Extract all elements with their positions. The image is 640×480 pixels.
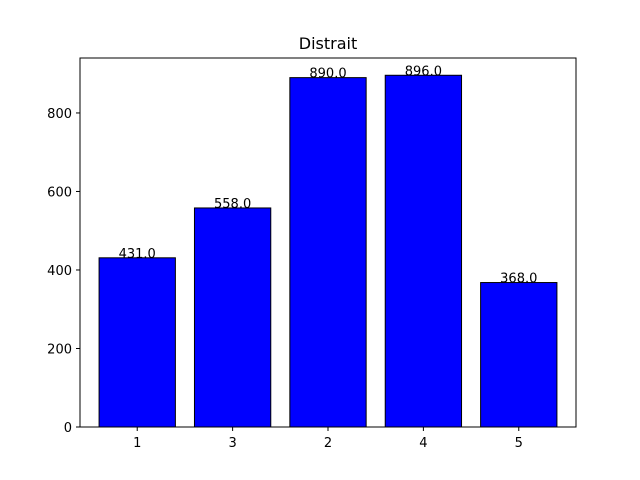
chart-title: Distrait bbox=[299, 34, 357, 53]
bar-value-label: 896.0 bbox=[405, 64, 442, 79]
y-tick-label: 600 bbox=[47, 185, 72, 200]
bar bbox=[480, 282, 558, 428]
bars-layer bbox=[98, 74, 558, 428]
x-tick-label: 5 bbox=[515, 436, 523, 451]
bar-value-label: 431.0 bbox=[119, 247, 156, 262]
axes-layer: 1 3 2 4 5 0 200 400 600 800 bbox=[47, 57, 577, 451]
x-tick-label: 2 bbox=[324, 436, 332, 451]
y-tick-label: 200 bbox=[47, 342, 72, 357]
y-tick-label: 800 bbox=[47, 107, 72, 122]
bar-value-label: 890.0 bbox=[309, 67, 346, 82]
bar bbox=[98, 257, 176, 428]
x-tick-label: 4 bbox=[419, 436, 427, 451]
y-tick-label: 0 bbox=[64, 421, 72, 436]
x-tick-label: 3 bbox=[228, 436, 236, 451]
bar-value-label: 558.0 bbox=[214, 197, 251, 212]
data-labels-layer: 431.0 558.0 890.0 896.0 368.0 bbox=[119, 64, 538, 286]
bar bbox=[384, 74, 463, 428]
bar-value-label: 368.0 bbox=[500, 272, 537, 287]
y-tick-label: 400 bbox=[47, 264, 72, 279]
bar bbox=[193, 207, 272, 428]
bar bbox=[289, 77, 367, 428]
x-tick-label: 1 bbox=[133, 436, 141, 451]
